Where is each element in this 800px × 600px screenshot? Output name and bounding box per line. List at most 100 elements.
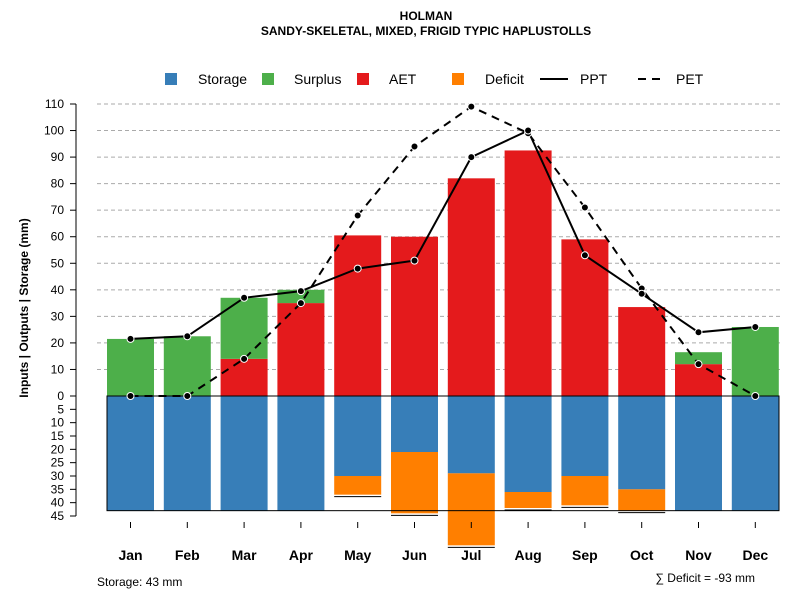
pet-point [296,299,305,308]
ppt-point [296,287,305,296]
pet-point [694,360,703,369]
aet-bar [334,235,382,396]
x-tick-label: Nov [685,547,712,563]
y-tick-label: 35 [51,482,65,496]
x-tick-label: Dec [742,547,768,563]
deficit-bar [447,473,495,546]
storage-bar [277,396,325,511]
y-tick-label: 90 [51,150,65,164]
bars [107,150,779,548]
y-tick-label: 10 [51,416,65,430]
x-tick-label: Sep [572,547,598,563]
pet-point [240,354,249,363]
y-tick-label: 60 [51,230,65,244]
aet-bar [220,358,268,396]
x-tick-label: Mar [232,547,257,563]
ppt-point [637,289,646,298]
pet-point [183,392,192,400]
ppt-point [524,126,533,135]
storage-note: Storage: 43 mm [97,575,182,589]
axes: 0102030405060708090100110510152025303540… [44,97,768,563]
chart-title: HOLMAN [400,9,453,23]
aet-bar [504,150,552,396]
ppt-point [126,334,135,343]
y-tick-label: 80 [51,177,65,191]
ppt-point [751,322,760,331]
storage-bar [504,396,552,492]
legend-label-ppt: PPT [580,71,608,87]
aet-bar [447,178,495,396]
ppt-point [580,251,589,260]
storage-bar [220,396,268,511]
ppt-point [467,153,476,162]
gridlines [97,103,780,370]
series-lines [126,102,760,400]
ppt-line [130,129,756,340]
x-tick-label: Jan [118,547,142,563]
aet-bar [561,239,609,396]
storage-frame-box [106,395,780,512]
y-tick-label: 20 [51,336,65,350]
surplus-bar [163,336,211,396]
y-tick-label: 5 [57,402,64,416]
deficit-bar [391,452,438,514]
y-tick-label: 10 [51,362,65,376]
pet-point [410,142,419,151]
legend-swatch-storage [165,73,177,85]
y-tick-label: 25 [51,456,65,470]
storage-frame [106,395,780,512]
x-tick-label: May [344,547,371,563]
x-tick-label: Feb [175,547,200,563]
aet-bar [675,364,722,396]
y-axis-label: Inputs | Outputs | Storage (mm) [17,218,31,397]
deficit-bar [561,476,609,506]
y-tick-label: 70 [51,203,65,217]
surplus-bar [220,297,268,359]
ppt-point [694,328,703,337]
legend-label-pet: PET [676,71,704,87]
deficit-bar [334,476,382,495]
legend-label-storage: Storage [198,71,247,87]
y-tick-label: 110 [45,97,64,111]
storage-bar [334,396,382,476]
pet-line [130,105,756,397]
x-tick-label: Oct [630,547,654,563]
y-tick-label: 30 [51,309,65,323]
y-tick-label: 40 [51,496,65,510]
x-tick-label: Aug [514,547,541,563]
ppt-point [183,332,192,341]
deficit-bar [504,492,552,508]
storage-bar [618,396,666,490]
surplus-bar [107,338,154,396]
storage-bar [107,396,154,511]
deficit-note: ∑ Deficit = -93 mm [655,571,755,585]
aet-bar [277,303,325,396]
deficit-bar [618,489,666,511]
y-tick-label: 20 [51,442,65,456]
legend-swatch-surplus [262,73,274,85]
ppt-point [353,264,362,273]
ppt-point [410,256,419,265]
y-tick-label: 45 [51,509,65,523]
storage-bar [163,396,211,511]
surplus-bar [675,352,722,365]
storage-bar [731,396,779,511]
pet-point [580,203,589,212]
legend-label-deficit: Deficit [485,71,524,87]
y-tick-label: 15 [51,429,65,443]
pet-point [126,392,135,400]
storage-bar [561,396,609,476]
aet-bar [618,307,666,396]
legend-label-aet: AET [389,71,417,87]
x-tick-label: Apr [289,547,314,563]
y-tick-label: 0 [57,389,64,403]
chart-subtitle: SANDY-SKELETAL, MIXED, FRIGID TYPIC HAPL… [261,24,591,38]
y-tick-label: 50 [51,256,65,270]
pet-point [467,102,476,111]
storage-bar [447,396,495,474]
legend: Storage Surplus AET Deficit PPT PET [165,71,704,87]
storage-bar [675,396,722,511]
storage-bar [391,396,438,452]
x-tick-label: Jul [461,547,481,563]
